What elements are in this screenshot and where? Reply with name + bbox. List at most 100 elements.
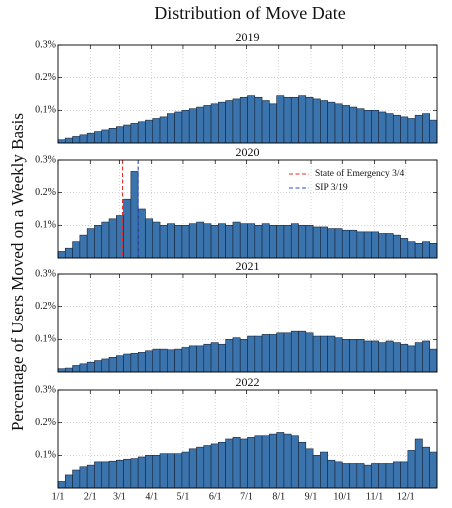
bar: [72, 241, 81, 259]
plot-frame: [57, 44, 438, 144]
bar: [290, 223, 299, 259]
x-tick-label: 6/1: [209, 491, 222, 502]
plot-frame: [57, 273, 438, 373]
bar: [123, 124, 132, 144]
bar: [188, 108, 197, 144]
bar: [123, 458, 132, 489]
bar: [298, 95, 307, 144]
bar: [218, 223, 226, 259]
bar: [181, 451, 190, 489]
bar: [188, 223, 197, 259]
bar: [378, 342, 387, 373]
bar: [371, 231, 379, 259]
subplot-title: 2020: [236, 145, 260, 159]
bar: [159, 116, 168, 144]
bar: [283, 332, 292, 373]
bar: [320, 335, 328, 373]
bar: [298, 441, 307, 489]
bar: [276, 95, 285, 144]
bar: [392, 114, 401, 144]
bar: [327, 335, 336, 373]
bar: [261, 334, 270, 373]
bar: [79, 134, 88, 144]
bar: [261, 100, 270, 144]
x-tick-label: 5/1: [177, 491, 190, 502]
y-axis-label: Percentage of Users Moved on a Weekly Ba…: [8, 113, 27, 431]
bar: [130, 171, 139, 259]
bar: [101, 129, 110, 144]
bar: [276, 432, 285, 489]
bar: [290, 435, 299, 489]
bar: [203, 105, 212, 144]
y-tick-label: 0.3%: [35, 154, 56, 165]
bar: [341, 463, 350, 489]
bar: [174, 348, 183, 373]
plot-frame: [57, 389, 438, 489]
bar: [400, 116, 409, 144]
bar: [94, 461, 103, 489]
bar: [254, 335, 263, 373]
bar: [64, 247, 73, 259]
subplot: 2020 0.1% 0.2% 0.3% State of Emergency 3/4 SI…: [35, 145, 438, 259]
bar: [363, 231, 372, 259]
bar: [334, 461, 343, 489]
bar: [276, 332, 285, 373]
bar: [334, 228, 343, 259]
bar: [422, 241, 431, 259]
bar: [218, 343, 226, 373]
bar: [378, 463, 387, 489]
bar: [356, 463, 365, 489]
bar: [400, 461, 409, 489]
bar: [392, 234, 401, 259]
bar: [422, 113, 431, 144]
y-tick-label: 0.3%: [35, 268, 56, 279]
y-tick-label: 0.3%: [35, 384, 56, 395]
bar: [72, 469, 81, 489]
subplot-title: 2022: [236, 375, 260, 389]
bar: [181, 110, 190, 144]
bar: [334, 337, 343, 373]
bar: [72, 365, 81, 373]
bar: [57, 251, 66, 259]
bar: [407, 118, 416, 144]
y-tick-label: 0.1%: [35, 334, 56, 345]
bar: [137, 208, 146, 259]
bar: [298, 330, 307, 373]
bar: [239, 223, 248, 259]
bar: [269, 433, 277, 489]
bar: [174, 111, 183, 144]
bar: [196, 446, 205, 489]
bar: [159, 225, 168, 259]
x-tick-label: 9/1: [305, 491, 318, 502]
bar: [101, 358, 110, 373]
bar: [363, 340, 372, 373]
bar: [101, 461, 110, 489]
bar: [341, 229, 350, 259]
bar: [254, 96, 263, 144]
bar: [414, 243, 423, 259]
bar: [94, 225, 103, 259]
bar: [86, 132, 95, 144]
bar: [174, 225, 183, 259]
bar: [57, 139, 66, 144]
bar: [429, 119, 438, 144]
bar: [422, 446, 431, 489]
bar: [407, 450, 416, 489]
bar: [312, 226, 321, 259]
bar: [79, 234, 88, 259]
bar: [305, 332, 314, 373]
bar: [422, 340, 431, 373]
bar: [108, 128, 117, 144]
legend-label: SIP 3/19: [315, 183, 348, 193]
bar: [232, 437, 241, 489]
x-tick-label: 4/1: [145, 491, 158, 502]
bar: [174, 453, 183, 489]
bar: [312, 455, 321, 489]
bar: [378, 111, 387, 144]
bar: [64, 474, 73, 489]
bar: [145, 119, 154, 144]
bar: [407, 345, 416, 373]
bar: [101, 221, 110, 259]
bar: [188, 345, 197, 373]
bar: [210, 103, 219, 144]
